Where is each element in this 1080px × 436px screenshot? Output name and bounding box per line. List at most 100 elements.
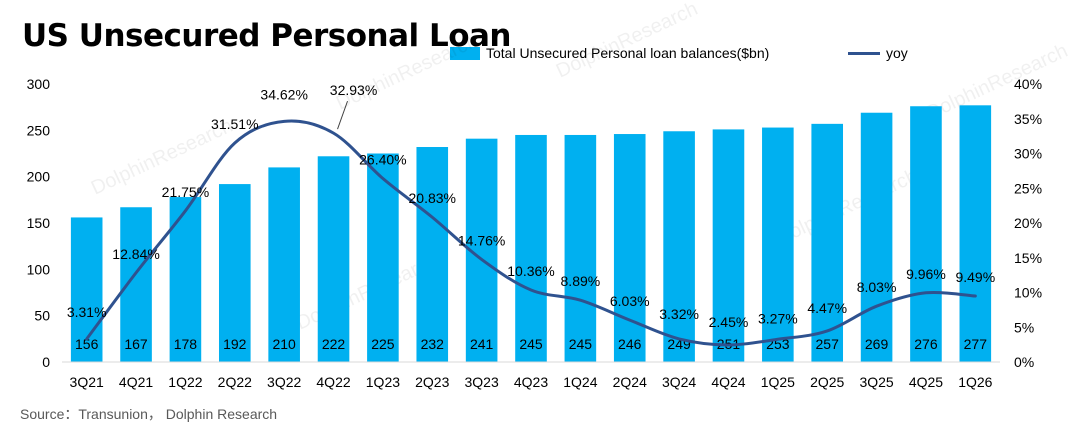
watermark-text: DolphinResearch bbox=[923, 40, 1071, 125]
y-right-tick-5%: 5% bbox=[1014, 319, 1034, 335]
bar-3Q22 bbox=[268, 167, 300, 362]
yoy-label-3Q22: 34.62% bbox=[260, 86, 307, 102]
yoy-label-3Q25: 8.03% bbox=[857, 279, 897, 295]
bar-4Q23 bbox=[515, 134, 547, 362]
y-left-tick-250: 250 bbox=[27, 122, 51, 138]
yoy-label-3Q23: 14.76% bbox=[458, 232, 505, 248]
x-tick-3Q21: 3Q21 bbox=[70, 374, 104, 390]
x-tick-4Q22: 4Q22 bbox=[316, 374, 350, 390]
y-left-tick-300: 300 bbox=[27, 76, 51, 92]
x-tick-4Q23: 4Q23 bbox=[514, 374, 548, 390]
axes: 0 50 100 150 200 250 300 0% 5% 10% 15% 20% 25% 30% 35%… bbox=[27, 76, 1042, 390]
bar-2Q24 bbox=[613, 134, 646, 362]
bar-label-1Q24: 245 bbox=[569, 336, 593, 352]
x-tick-2Q24: 2Q24 bbox=[613, 374, 647, 390]
bar-2Q23 bbox=[416, 147, 449, 362]
bar-1Q23 bbox=[367, 153, 399, 362]
x-tick-1Q25: 1Q25 bbox=[761, 374, 795, 390]
bar-label-1Q22: 178 bbox=[174, 336, 198, 352]
legend-item-yoy: yoy bbox=[848, 45, 908, 61]
legend-swatch-yoy bbox=[848, 51, 880, 55]
bar-label-2Q22: 192 bbox=[223, 336, 247, 352]
line-series bbox=[85, 119, 977, 347]
yoy-label-1Q25: 3.27% bbox=[758, 310, 798, 326]
y-left-tick-200: 200 bbox=[27, 169, 51, 185]
bar-1Q24 bbox=[564, 134, 597, 362]
yoy-label-4Q22: 32.93% bbox=[330, 82, 377, 98]
chart-title: US Unsecured Personal Loan bbox=[22, 18, 511, 54]
y-left-tick-100: 100 bbox=[27, 261, 51, 277]
x-tick-3Q24: 3Q24 bbox=[662, 374, 696, 390]
yoy-label-3Q24: 3.32% bbox=[659, 306, 699, 322]
x-tick-1Q24: 1Q24 bbox=[563, 374, 597, 390]
source-note: Source：Transunion， Dolphin Research bbox=[20, 406, 278, 422]
yoy-label-4Q23: 10.36% bbox=[507, 263, 554, 279]
bar-label-4Q22: 222 bbox=[322, 336, 346, 352]
bar-label-4Q23: 245 bbox=[519, 336, 543, 352]
yoy-label-1Q22: 21.75% bbox=[162, 184, 209, 200]
bar-series bbox=[70, 105, 992, 363]
bar-4Q25 bbox=[910, 106, 942, 363]
bar-label-1Q23: 225 bbox=[371, 336, 395, 352]
bar-label-3Q25: 269 bbox=[865, 336, 889, 352]
yoy-label-3Q21: 3.31% bbox=[67, 304, 107, 320]
y-right-tick-40%: 40% bbox=[1014, 76, 1042, 92]
x-tick-2Q22: 2Q22 bbox=[218, 374, 252, 390]
watermark-text: DolphinResearch bbox=[333, 30, 481, 115]
y-left-tick-150: 150 bbox=[27, 215, 51, 231]
bar-1Q26 bbox=[959, 105, 992, 363]
x-tick-1Q26: 1Q26 bbox=[958, 374, 992, 390]
legend-label-yoy: yoy bbox=[886, 45, 908, 61]
bar-label-1Q26: 277 bbox=[964, 336, 988, 352]
y-right-tick-20%: 20% bbox=[1014, 215, 1042, 231]
bar-2Q25 bbox=[811, 123, 844, 362]
bar-label-3Q23: 241 bbox=[470, 336, 494, 352]
x-tick-4Q25: 4Q25 bbox=[909, 374, 943, 390]
y-right-tick-25%: 25% bbox=[1014, 180, 1042, 196]
yoy-label-1Q23: 26.40% bbox=[359, 152, 406, 168]
y-left-tick-50: 50 bbox=[34, 308, 50, 324]
x-tick-2Q23: 2Q23 bbox=[415, 374, 449, 390]
bar-1Q25 bbox=[762, 127, 794, 362]
yoy-label-2Q23: 20.83% bbox=[409, 190, 456, 206]
yoy-label-4Q21: 12.84% bbox=[112, 246, 159, 262]
legend-label-balances: Total Unsecured Personal loan balances($… bbox=[486, 45, 770, 61]
bar-3Q25 bbox=[860, 112, 893, 362]
bar-3Q24 bbox=[663, 131, 695, 362]
x-tick-1Q23: 1Q23 bbox=[366, 374, 400, 390]
line-labels: 3.31% 12.84% 21.75% 31.51%34.62% 32.93% 26.40… bbox=[67, 82, 995, 330]
bar-label-3Q21: 156 bbox=[75, 336, 99, 352]
watermark-text: DolphinResearch bbox=[553, 0, 701, 83]
yoy-label-2Q22: 31.51% bbox=[211, 116, 258, 132]
watermark-text: DolphinResearch bbox=[773, 165, 921, 250]
x-tick-1Q22: 1Q22 bbox=[168, 374, 202, 390]
y-right-tick-10%: 10% bbox=[1014, 285, 1042, 301]
x-tick-2Q25: 2Q25 bbox=[810, 374, 844, 390]
y-right-tick-35%: 35% bbox=[1014, 111, 1042, 127]
bar-4Q24 bbox=[712, 129, 745, 362]
bar-4Q22 bbox=[317, 156, 350, 362]
x-tick-3Q25: 3Q25 bbox=[859, 374, 893, 390]
bar-label-2Q25: 257 bbox=[816, 336, 840, 352]
x-tick-3Q22: 3Q22 bbox=[267, 374, 301, 390]
bar-label-4Q21: 167 bbox=[124, 336, 148, 352]
x-tick-4Q21: 4Q21 bbox=[119, 374, 153, 390]
y-left-tick-0: 0 bbox=[42, 354, 50, 370]
yoy-label-1Q24: 8.89% bbox=[561, 273, 601, 289]
leader-line-4Q22 bbox=[337, 100, 348, 130]
yoy-line bbox=[85, 119, 977, 347]
yoy-label-1Q26: 9.49% bbox=[955, 269, 995, 285]
yoy-label-2Q24: 6.03% bbox=[610, 293, 650, 309]
y-right-tick-0%: 0% bbox=[1014, 354, 1034, 370]
x-tick-3Q23: 3Q23 bbox=[465, 374, 499, 390]
x-tick-4Q24: 4Q24 bbox=[711, 374, 745, 390]
bar-label-2Q24: 246 bbox=[618, 336, 642, 352]
yoy-label-4Q25: 9.96% bbox=[906, 266, 946, 282]
yoy-label-4Q24: 2.45% bbox=[709, 314, 749, 330]
bar-2Q22 bbox=[218, 184, 251, 362]
legend-swatch-balances bbox=[450, 46, 480, 60]
bar-label-2Q23: 232 bbox=[421, 336, 445, 352]
bar-label-4Q25: 276 bbox=[914, 336, 938, 352]
bar-label-3Q22: 210 bbox=[272, 336, 296, 352]
